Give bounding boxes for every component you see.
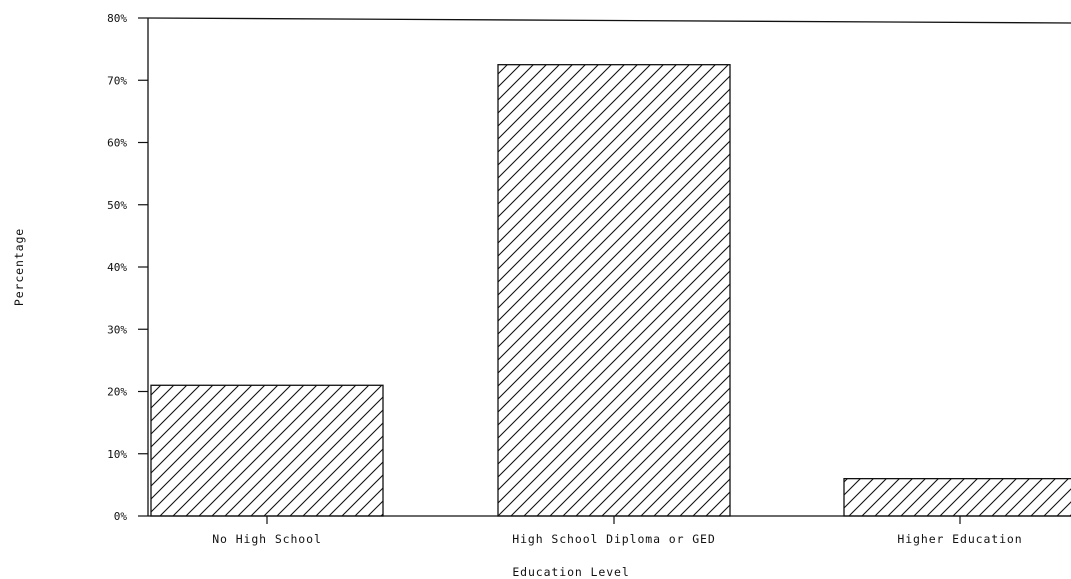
x-axis-categories: No High School High School Diploma or GED… — [212, 516, 1022, 546]
y-tick-label: 10% — [107, 448, 127, 461]
y-tick-label: 50% — [107, 199, 127, 212]
bars — [150, 64, 1071, 517]
y-tick-label: 80% — [107, 12, 127, 25]
y-tick-label: 70% — [107, 74, 127, 87]
y-axis-ticks: 0% 10% 20% 30% 40% 50% 60% 70% 80% — [107, 12, 148, 523]
bar-high-school-diploma-or-ged — [497, 64, 731, 517]
x-axis-title: Education Level — [512, 565, 629, 579]
bar-higher-education — [843, 477, 1071, 517]
y-tick-label: 60% — [107, 137, 127, 150]
x-category-label: No High School — [212, 532, 322, 546]
x-category-label: High School Diploma or GED — [512, 532, 715, 546]
y-tick-label: 20% — [107, 386, 127, 399]
y-tick-label: 30% — [107, 323, 127, 336]
y-axis-title: Percentage — [12, 228, 26, 306]
plot-top-border — [147, 17, 1071, 24]
y-tick-label: 0% — [114, 510, 128, 523]
y-tick-label: 40% — [107, 261, 127, 274]
bar-no-high-school — [150, 384, 384, 517]
x-category-label: Higher Education — [897, 532, 1022, 546]
